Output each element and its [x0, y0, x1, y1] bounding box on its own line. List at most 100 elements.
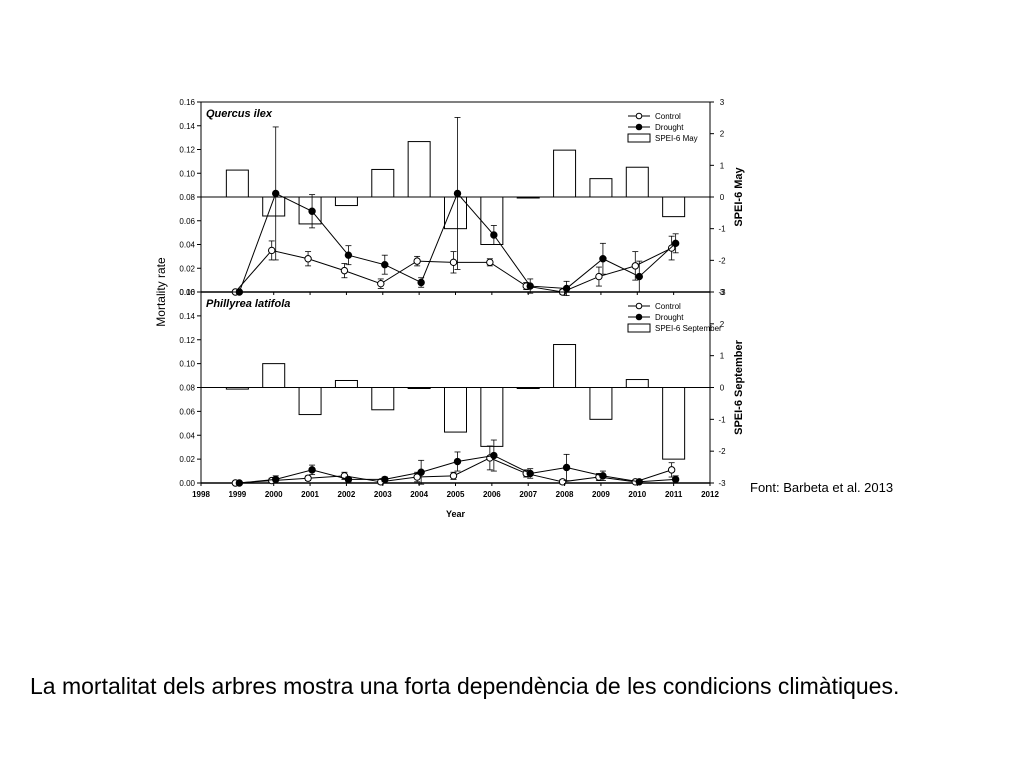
x-tick-label: 2006 — [483, 490, 501, 499]
legend-label: Control — [655, 302, 681, 311]
data-point-drought — [417, 278, 425, 287]
data-point-drought — [599, 472, 607, 480]
panel-2: 0.00 0.02 0.04 0.06 0.08 0.10 0.12 0.14 0.16 -3 -2… — [179, 288, 745, 499]
data-point-drought — [599, 255, 607, 263]
spei-bar — [553, 149, 577, 198]
legend-label: SPEI-6 May — [655, 134, 698, 143]
y-tick-label: 0.14 — [179, 122, 195, 131]
legend-bar-swatch — [627, 323, 651, 333]
data-point-drought — [526, 282, 534, 290]
y-tick-label: 0.02 — [179, 455, 195, 464]
y-tick-label: 0.12 — [179, 336, 195, 345]
y2-tick-label: 3 — [720, 98, 725, 107]
x-tick-label: 2001 — [301, 490, 319, 499]
y-tick-label: 0.04 — [179, 241, 195, 250]
y2-tick-label: 3 — [720, 288, 725, 297]
x-tick-label: 2010 — [628, 490, 646, 499]
y2-tick-label: -3 — [718, 479, 726, 488]
spei-bar — [662, 196, 686, 218]
data-point-drought — [453, 189, 462, 198]
y-tick-label: 0.06 — [179, 217, 195, 226]
y2-tick-label: 2 — [720, 130, 725, 139]
data-point-drought — [344, 251, 353, 259]
data-point-drought — [490, 231, 498, 239]
y-axis-label: Mortality rate — [154, 257, 168, 327]
y2-axis-label: SPEI-6 September — [733, 339, 745, 434]
legend-label: Control — [655, 112, 681, 121]
y-tick-label: 0.08 — [179, 193, 195, 202]
data-point-control — [486, 258, 494, 267]
spei-bar — [625, 379, 649, 388]
panel-1: 0.00 0.02 0.04 0.06 0.08 0.10 0.12 0.14 0.16 -3 -2… — [179, 98, 745, 297]
x-tick-label: 2000 — [265, 490, 283, 499]
data-point-drought — [671, 239, 680, 248]
data-point-drought — [526, 469, 534, 478]
data-point-control — [667, 244, 676, 252]
y-tick-label: 0.10 — [179, 169, 195, 178]
spei-bar — [298, 387, 322, 416]
slide-caption: La mortalitat dels arbres mostra una for… — [30, 673, 900, 699]
spei-bar — [444, 387, 467, 433]
data-point-drought — [671, 475, 680, 484]
spei-bar — [334, 196, 358, 207]
data-point-drought — [453, 457, 462, 466]
x-tick-label: 2012 — [701, 490, 719, 499]
x-tick-label: 2009 — [592, 490, 610, 499]
x-tick-label: 1999 — [228, 490, 246, 499]
data-point-drought — [417, 468, 425, 476]
x-tick-label: 2004 — [410, 490, 428, 499]
spei-bar — [444, 196, 467, 230]
x-tick-label: 2005 — [447, 490, 465, 499]
x-tick-label: 2011 — [665, 490, 683, 499]
spei-bar — [225, 169, 249, 198]
spei-bar — [516, 196, 540, 199]
data-point-control — [304, 255, 312, 263]
y-tick-label: 0.00 — [179, 479, 195, 488]
spei-bar — [334, 379, 358, 389]
x-tick-label: 2003 — [374, 490, 392, 499]
legend-marker — [635, 123, 643, 131]
panel-title: Phillyrea latifola — [206, 298, 290, 310]
x-tick-label: 2007 — [519, 490, 537, 499]
spei-bar — [662, 387, 686, 460]
source-note: Font: Barbeta et al. 2013 — [750, 480, 894, 495]
y2-tick-label: 0 — [720, 193, 725, 202]
data-point-drought — [490, 451, 498, 460]
data-point-control — [268, 246, 276, 255]
spei-bar — [262, 196, 286, 217]
spei-bar — [480, 387, 504, 447]
data-point-drought — [635, 272, 643, 281]
data-point-drought — [562, 284, 571, 293]
legend-bar-swatch — [627, 133, 651, 143]
data-point-control — [667, 466, 676, 474]
spei-bar — [553, 344, 577, 388]
spei-bar — [589, 178, 613, 198]
y-tick-label: 0.14 — [179, 312, 195, 321]
legend-marker — [635, 302, 643, 310]
data-point-drought — [381, 260, 389, 269]
y-tick-label: 0.16 — [179, 288, 195, 297]
y2-tick-label: -1 — [718, 225, 726, 234]
spei-bar — [371, 168, 395, 198]
y2-tick-label: 0 — [720, 384, 725, 393]
spei-bar — [262, 363, 286, 388]
legend-label: SPEI-6 September — [655, 324, 722, 333]
data-point-control — [595, 272, 603, 281]
x-axis-label: Year — [446, 509, 466, 519]
data-point-drought — [562, 463, 571, 472]
y-tick-label: 0.04 — [179, 431, 195, 440]
data-point-drought — [381, 475, 389, 484]
y2-tick-label: -3 — [718, 288, 726, 297]
data-point-drought — [272, 189, 280, 198]
x-tick-label: 2002 — [338, 490, 356, 499]
x-tick-label: 1998 — [192, 490, 210, 499]
y-tick-label: 0.00 — [179, 288, 195, 297]
y-tick-label: 0.02 — [179, 264, 195, 273]
legend-marker — [635, 313, 643, 321]
y2-tick-label: -2 — [718, 447, 726, 456]
data-point-control — [377, 279, 385, 288]
legend-label: Drought — [655, 123, 684, 132]
spei-bar — [625, 166, 649, 198]
data-point-control — [631, 262, 639, 270]
